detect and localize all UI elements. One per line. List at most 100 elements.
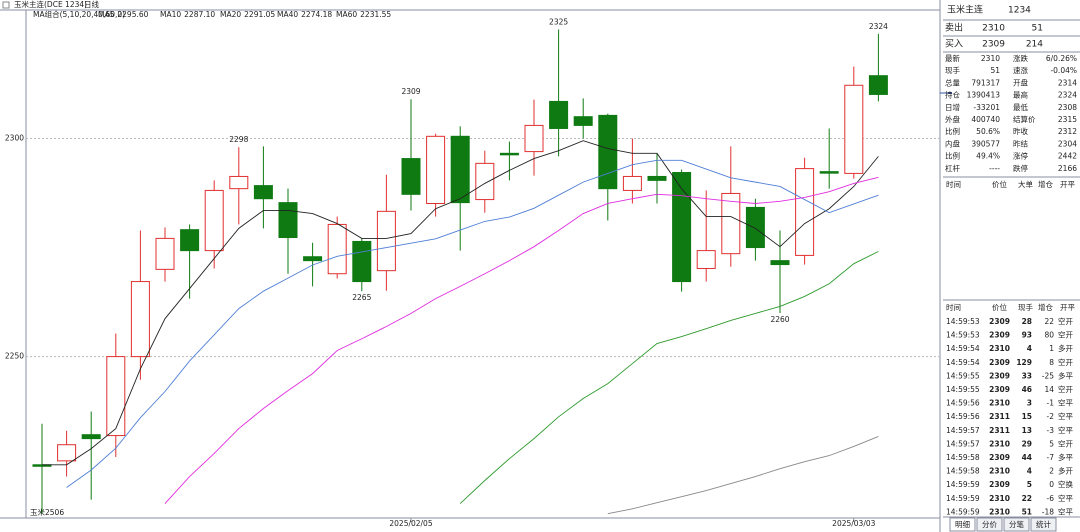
y-tick-label: 2250 — [5, 352, 24, 361]
trade-cell: 2 — [1049, 467, 1054, 476]
trade-cell: 14:59:53 — [946, 317, 980, 326]
legend-entry: MA10 2287.10 — [160, 10, 215, 19]
candle-body — [647, 175, 667, 181]
trade-cell: -18 — [1042, 507, 1054, 516]
trade-cell: -7 — [1047, 453, 1055, 462]
trade-cell: 多开 — [1058, 343, 1074, 353]
trade-cell: -2 — [1047, 412, 1055, 421]
quote-label: 跌停 — [1013, 163, 1029, 173]
legend-value: 2231.55 — [360, 10, 391, 19]
quote-label: 总量 — [945, 77, 960, 87]
candle-body — [819, 171, 839, 174]
trade-cell: 2309 — [989, 371, 1010, 380]
quote-value: -33201 — [973, 103, 1000, 112]
tab-label[interactable]: 统计 — [1036, 519, 1052, 529]
quote-value: 2308 — [1058, 103, 1077, 112]
candle-body — [672, 172, 692, 283]
legend-name: MA60 — [336, 10, 357, 19]
trade-cell: 2310 — [989, 439, 1010, 448]
trade-cell: 2309 — [989, 453, 1010, 462]
low-label: 2265 — [352, 293, 371, 302]
candle-body — [844, 84, 864, 174]
trade-cell: 2310 — [989, 467, 1010, 476]
candle-body — [327, 223, 347, 275]
quote-price: 2309 — [982, 40, 1005, 50]
trade-cell: 14:59:56 — [946, 412, 980, 421]
trade-cell: 4 — [1027, 467, 1032, 476]
tab[interactable] — [1030, 517, 1057, 532]
tab[interactable] — [1003, 517, 1030, 532]
column-header: 价位 — [992, 302, 1007, 312]
candle-body — [622, 175, 642, 191]
candle-body — [253, 185, 273, 200]
quote-label: 最低 — [1013, 102, 1029, 112]
period[interactable]: 日线 — [84, 0, 99, 9]
trade-cell: 2311 — [989, 426, 1010, 435]
trade-cell: 多开 — [1058, 466, 1074, 476]
candle-body — [450, 135, 470, 204]
trade-cell: 2309 — [989, 480, 1010, 489]
column-header: 时间 — [946, 179, 961, 189]
ma-line — [164, 176, 879, 504]
candle-body — [795, 168, 815, 256]
quote-label: 开盘 — [1013, 77, 1029, 87]
quote-label: 持仓 — [945, 90, 960, 100]
trade-cell: 14:59:59 — [946, 507, 980, 516]
trade-cell: 空平 — [1058, 411, 1074, 421]
trade-cell: 2309 — [989, 317, 1010, 326]
quote-value: 2310 — [981, 54, 1000, 63]
quote-label: 杠杆 — [945, 163, 960, 173]
trade-cell: 空开 — [1058, 316, 1074, 326]
quote-value: ---- — [989, 164, 1000, 173]
quote-value: 2304 — [1058, 139, 1077, 148]
column-header: 价位 — [992, 179, 1007, 189]
quote-value: 2315 — [1058, 115, 1077, 124]
quote-volume: 214 — [1026, 40, 1043, 50]
trade-cell: 2309 — [989, 358, 1010, 367]
trade-cell: -3 — [1047, 426, 1055, 435]
trade-cell: 2310 — [989, 494, 1010, 503]
column-header: 开平 — [1060, 303, 1076, 312]
trade-cell: -1 — [1047, 399, 1055, 408]
trade-cell: 4 — [1027, 344, 1032, 353]
candle-body — [180, 229, 200, 252]
trade-cell: 13 — [1022, 426, 1032, 435]
tab[interactable] — [949, 517, 976, 532]
trade-cell: 14:59:56 — [946, 399, 980, 408]
quote-value: 400740 — [971, 115, 1000, 124]
trade-cell: 15 — [1022, 412, 1032, 421]
legend-entry: MA40 2274.18 — [277, 10, 332, 19]
contract-label: 玉米2506 — [30, 507, 64, 517]
trade-cell: -6 — [1047, 494, 1055, 503]
y-tick-label: 2300 — [5, 134, 24, 143]
legend-name: MA5 — [98, 10, 115, 19]
trade-cell: 多平 — [1058, 452, 1074, 462]
trade-cell: 1 — [1049, 344, 1054, 353]
candle-body — [475, 162, 495, 201]
trade-cell: 空开 — [1058, 330, 1074, 340]
menu-icon[interactable] — [2, 1, 10, 9]
candle-body — [573, 116, 593, 126]
quote-label: 现手 — [945, 65, 960, 75]
candle-body — [278, 202, 298, 239]
tab-label[interactable]: 分笔 — [1009, 519, 1025, 529]
trade-cell: 129 — [1016, 358, 1032, 367]
trade-cell: 14:59:57 — [946, 426, 980, 435]
quote-value: 51 — [990, 66, 1000, 75]
trade-cell: 14:59:57 — [946, 439, 980, 448]
candle-body — [868, 75, 888, 95]
tab-label[interactable]: 分价 — [982, 520, 997, 529]
trade-cell: 14:59:58 — [946, 467, 980, 476]
trade-cell: 14:59:55 — [946, 385, 980, 394]
trade-cell: 14:59:59 — [946, 480, 980, 489]
trade-cell: 2309 — [989, 385, 1010, 394]
quote-value: 1390413 — [967, 91, 1001, 100]
trade-cell: 2310 — [989, 344, 1010, 353]
trade-cell: 多平 — [1058, 370, 1074, 380]
tab[interactable] — [976, 517, 1003, 532]
candle-body — [376, 210, 396, 272]
low-label: 2260 — [770, 315, 789, 324]
tab-label[interactable]: 明细 — [955, 519, 970, 529]
quote-value: 2442 — [1058, 152, 1077, 161]
column-header: 大单 — [1018, 179, 1034, 189]
